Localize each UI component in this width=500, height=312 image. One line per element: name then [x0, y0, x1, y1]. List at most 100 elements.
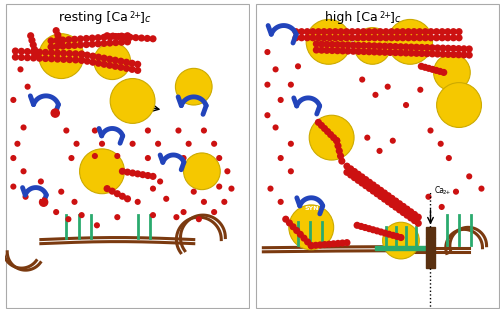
Circle shape	[376, 49, 383, 56]
Circle shape	[366, 179, 373, 186]
Circle shape	[10, 183, 16, 190]
Circle shape	[278, 155, 283, 161]
Circle shape	[130, 141, 136, 147]
Circle shape	[132, 34, 140, 41]
Bar	[376, 246, 426, 250]
Circle shape	[372, 92, 378, 98]
Circle shape	[304, 28, 311, 35]
Circle shape	[414, 220, 422, 227]
Circle shape	[337, 153, 344, 159]
Circle shape	[290, 223, 296, 230]
Circle shape	[282, 216, 290, 223]
Circle shape	[397, 43, 404, 50]
Circle shape	[24, 54, 31, 61]
Circle shape	[370, 188, 377, 195]
Circle shape	[150, 173, 156, 180]
Circle shape	[27, 32, 34, 39]
Circle shape	[438, 28, 446, 35]
Circle shape	[272, 66, 278, 72]
Circle shape	[28, 37, 35, 44]
Circle shape	[376, 148, 382, 154]
Circle shape	[94, 222, 100, 228]
Circle shape	[88, 35, 96, 42]
Circle shape	[157, 178, 163, 184]
Circle shape	[54, 56, 61, 63]
Circle shape	[48, 55, 55, 62]
Circle shape	[112, 63, 119, 70]
Circle shape	[48, 37, 54, 44]
Circle shape	[115, 33, 122, 40]
Circle shape	[18, 48, 25, 55]
Text: ]: ]	[140, 11, 144, 24]
Circle shape	[434, 44, 441, 51]
Circle shape	[354, 27, 391, 64]
Circle shape	[355, 48, 362, 55]
Circle shape	[40, 198, 48, 206]
Circle shape	[112, 56, 119, 64]
Circle shape	[54, 37, 60, 44]
Circle shape	[392, 197, 400, 205]
Circle shape	[264, 49, 270, 55]
Circle shape	[112, 39, 120, 46]
Circle shape	[144, 172, 152, 179]
Circle shape	[344, 239, 350, 246]
Circle shape	[344, 47, 352, 55]
Circle shape	[124, 195, 131, 202]
Text: c: c	[145, 14, 150, 24]
Circle shape	[382, 34, 390, 41]
Circle shape	[176, 68, 212, 105]
Bar	[426, 227, 434, 237]
Circle shape	[407, 208, 414, 215]
Bar	[426, 237, 434, 268]
Circle shape	[384, 192, 392, 199]
Circle shape	[466, 46, 473, 52]
Circle shape	[382, 222, 420, 259]
Circle shape	[304, 34, 311, 41]
Circle shape	[60, 43, 66, 50]
Circle shape	[64, 128, 70, 134]
Circle shape	[22, 194, 28, 200]
Circle shape	[378, 228, 384, 236]
Circle shape	[388, 201, 396, 208]
Circle shape	[326, 28, 334, 35]
Circle shape	[371, 48, 378, 56]
Circle shape	[224, 168, 230, 174]
Circle shape	[66, 56, 73, 63]
Text: SYN: SYN	[28, 195, 43, 200]
Circle shape	[386, 43, 394, 50]
Circle shape	[426, 194, 432, 200]
Circle shape	[134, 61, 141, 68]
Circle shape	[18, 66, 24, 72]
Circle shape	[300, 235, 308, 242]
Circle shape	[339, 239, 346, 246]
Circle shape	[99, 141, 105, 147]
Circle shape	[84, 58, 91, 65]
Circle shape	[326, 34, 334, 41]
Circle shape	[359, 76, 366, 83]
Circle shape	[392, 43, 399, 50]
Circle shape	[180, 155, 186, 161]
Circle shape	[384, 84, 390, 90]
Circle shape	[324, 41, 330, 48]
Circle shape	[440, 51, 446, 58]
Circle shape	[196, 216, 202, 222]
Circle shape	[310, 34, 316, 41]
Circle shape	[124, 168, 131, 176]
Circle shape	[339, 41, 346, 48]
Circle shape	[466, 173, 472, 179]
Circle shape	[288, 82, 294, 88]
Circle shape	[362, 224, 368, 231]
Circle shape	[134, 170, 141, 178]
Circle shape	[78, 56, 85, 64]
Circle shape	[334, 47, 341, 54]
Circle shape	[339, 47, 346, 55]
Circle shape	[320, 34, 328, 41]
Circle shape	[410, 28, 418, 35]
Text: resting [Ca: resting [Ca	[58, 11, 128, 24]
Circle shape	[351, 174, 358, 181]
Circle shape	[347, 171, 354, 178]
Text: SYN: SYN	[105, 135, 120, 140]
Circle shape	[394, 28, 400, 35]
Circle shape	[293, 227, 300, 234]
Circle shape	[80, 149, 124, 194]
